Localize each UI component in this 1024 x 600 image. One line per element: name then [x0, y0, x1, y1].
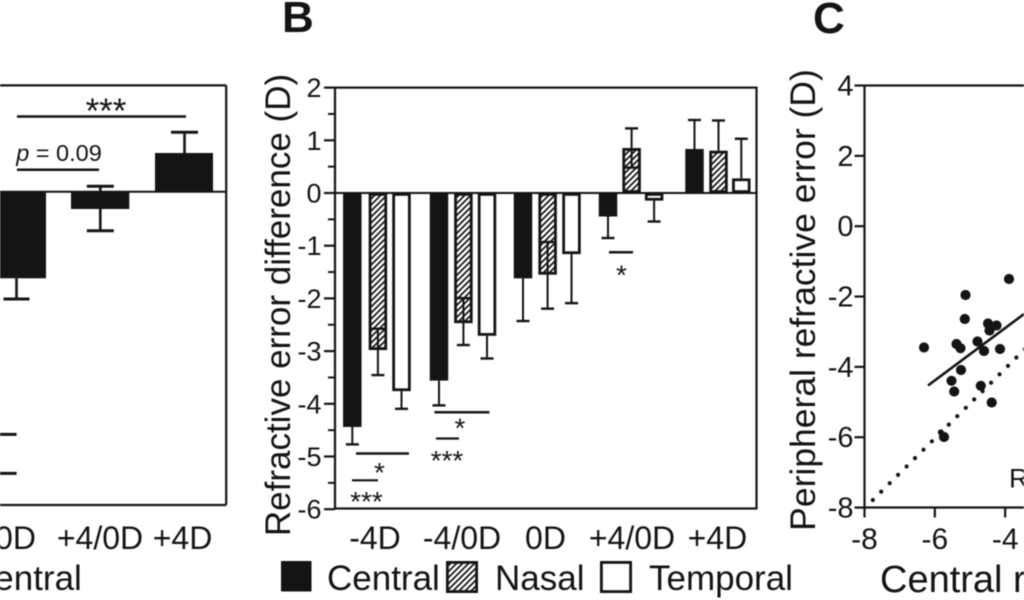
svg-text:*: * [616, 260, 627, 291]
svg-text:1: 1 [306, 126, 321, 156]
svg-text:-2: -2 [828, 282, 854, 314]
svg-text:-1: -1 [297, 231, 321, 261]
svg-text:0: 0 [837, 211, 853, 243]
svg-text:R: R [1009, 464, 1024, 494]
svg-text:0: 0 [306, 179, 321, 209]
svg-text:+4D: +4D [688, 520, 748, 556]
svg-text:-2: -2 [297, 284, 321, 314]
svg-text:-4/0D: -4/0D [423, 520, 501, 556]
svg-text:Peripheral refractive error (D: Peripheral refractive error (D) [783, 69, 823, 531]
svg-text:***: *** [350, 486, 383, 517]
svg-text:Refractive error difference (D: Refractive error difference (D) [259, 74, 298, 536]
svg-text:p = 0.09: p = 0.09 [15, 140, 102, 166]
svg-text:***: *** [431, 445, 464, 476]
svg-text:*: * [455, 413, 466, 444]
svg-text:Temporal: Temporal [649, 559, 793, 598]
svg-text:***: *** [86, 92, 127, 131]
svg-text:0D: 0D [525, 520, 566, 556]
svg-text:-8: -8 [828, 493, 854, 525]
svg-text:*: * [374, 457, 385, 488]
svg-text:-6: -6 [921, 523, 948, 556]
svg-text:Central: Central [0, 559, 82, 598]
svg-text:-4D: -4D [349, 520, 401, 556]
svg-text:Nasal: Nasal [495, 559, 584, 598]
svg-text:0D: 0D [0, 520, 36, 556]
svg-text:4: 4 [837, 71, 853, 103]
svg-text:-5: -5 [297, 442, 321, 472]
svg-text:+4/0D: +4/0D [57, 520, 143, 556]
svg-text:2: 2 [306, 73, 321, 103]
svg-text:-6: -6 [297, 495, 321, 525]
svg-text:-3: -3 [297, 337, 321, 367]
svg-text:-8: -8 [851, 523, 878, 556]
svg-text:-4: -4 [297, 389, 321, 419]
svg-text:-6: -6 [828, 422, 854, 454]
svg-text:-4: -4 [828, 352, 854, 384]
svg-text:+4/0D: +4/0D [589, 520, 675, 556]
svg-text:+4D: +4D [153, 520, 213, 556]
svg-text:Central: Central [327, 559, 440, 598]
svg-text:C: C [813, 0, 845, 43]
svg-text:B: B [282, 0, 314, 42]
svg-text:2: 2 [837, 141, 853, 173]
svg-text:-4: -4 [992, 523, 1019, 556]
svg-text:Central refractive error (D): Central refractive error (D) [880, 559, 1024, 600]
